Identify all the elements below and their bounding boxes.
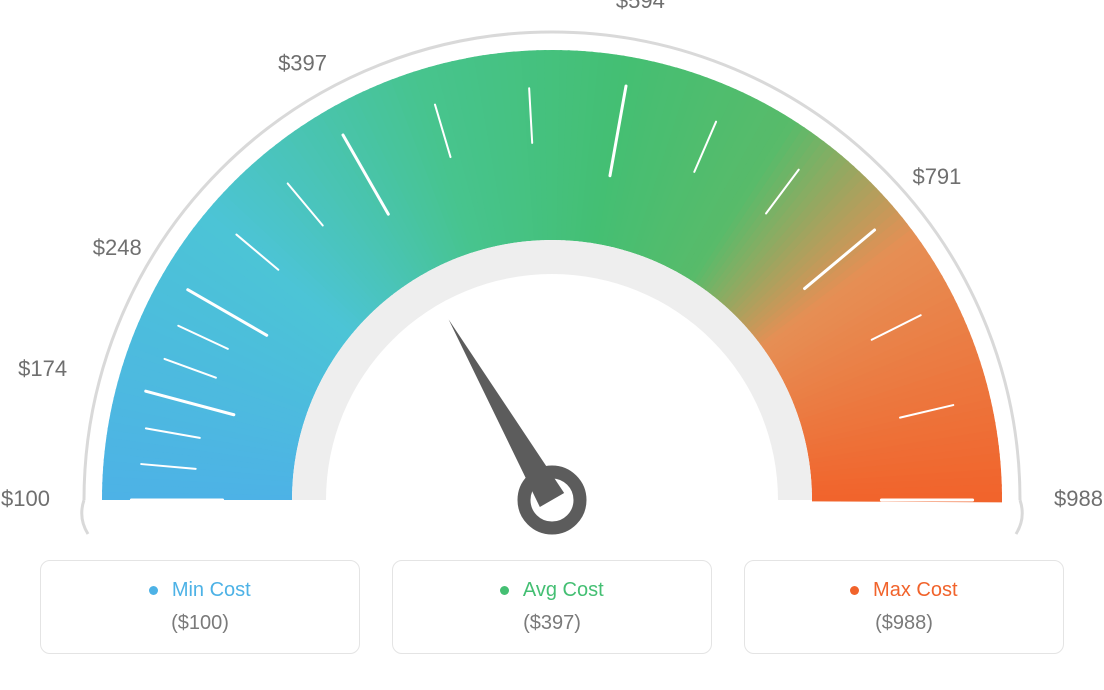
legend-row: Min Cost ($100) Avg Cost ($397) Max Cost… [0,560,1104,654]
legend-title-max: Max Cost [755,579,1053,602]
legend-dot-max [850,586,859,595]
gauge-tick-label: $594 [616,0,665,13]
gauge-tick-label: $248 [93,235,142,260]
gauge-tick-label: $100 [1,486,50,511]
gauge-tick-label: $988 [1054,486,1103,511]
gauge-tick-label: $397 [278,50,327,75]
gauge-tick-label: $174 [18,356,67,381]
gauge-chart: $100 $174 $248 $397 $594 $791 $988 [0,0,1104,560]
legend-box-min: Min Cost ($100) [40,560,360,654]
gauge-tick-label: $791 [912,164,961,189]
legend-dot-avg [500,586,509,595]
gauge-svg: $100 $174 $248 $397 $594 $791 $988 [0,0,1104,560]
legend-value-max: ($988) [755,612,1053,635]
legend-title-min: Min Cost [51,579,349,602]
gauge-body [102,50,1002,502]
legend-value-avg: ($397) [403,612,701,635]
legend-label-avg: Avg Cost [523,579,604,601]
legend-box-max: Max Cost ($988) [744,560,1064,654]
legend-value-min: ($100) [51,612,349,635]
legend-title-avg: Avg Cost [403,579,701,602]
legend-dot-min [149,586,158,595]
legend-box-avg: Avg Cost ($397) [392,560,712,654]
legend-label-min: Min Cost [172,579,251,601]
legend-label-max: Max Cost [873,579,957,601]
